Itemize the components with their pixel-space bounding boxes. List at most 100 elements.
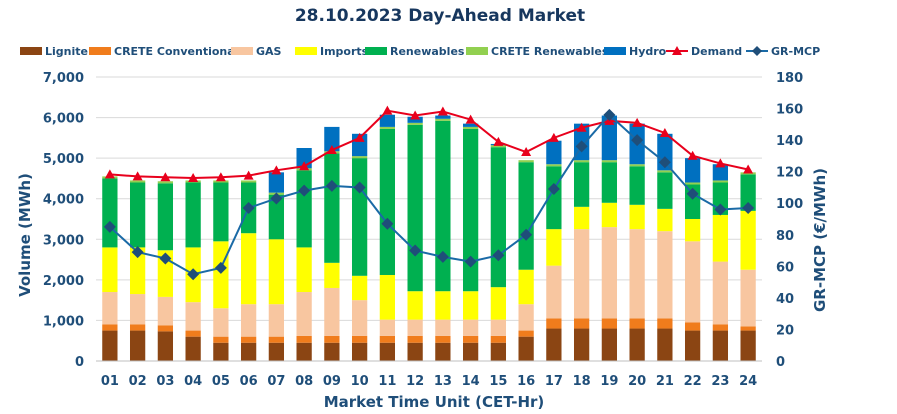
bar-segment [573,160,590,163]
bar-segment [712,214,729,262]
bar-segment [407,124,423,292]
demand-point [632,117,643,127]
bar-segment [157,331,174,361]
bar-segment [268,304,285,337]
mcp-point [214,261,227,274]
bar-segment [379,319,396,336]
bar-segment [629,164,645,167]
y2-tick-label: 0 [776,355,785,370]
mcp-point [714,203,727,216]
legend-label: Renewables [390,45,465,58]
x-tick-label: 22 [684,374,702,389]
demand-point [299,161,310,171]
x-tick-label: 03 [156,374,174,389]
bar-segment [240,233,257,305]
y2-tick-label: 80 [776,229,794,244]
bar-segment [740,174,756,211]
bar-segment [462,319,479,336]
bar-segment [213,241,229,309]
bar-segment [407,342,423,361]
bar-segment [185,302,201,331]
x-tick-label: 15 [489,374,507,389]
axes: 01,0002,0003,0004,0005,0006,0007,0000204… [43,71,803,389]
bar-segment [712,261,729,325]
bar-segment [629,204,645,230]
bar-segment [351,158,368,276]
bar-segment [573,328,590,361]
bar-segment [213,342,229,361]
bar-segment [712,324,729,331]
y-tick-label: 4,000 [43,193,84,208]
bar-segment [240,304,257,337]
mcp-point [464,255,477,268]
bar-segment [601,318,618,329]
bar-segment [573,162,590,207]
bar-segment [185,330,201,337]
bar-segment [740,269,756,327]
bar-segment [379,126,396,129]
y2-tick-label: 160 [776,103,803,118]
mcp-point [103,220,116,233]
mcp-point [686,187,699,200]
bar-segment [712,180,729,183]
demand-point [410,110,421,120]
bar-segment [712,164,729,181]
bar-segment [657,231,673,319]
bar-segment [601,115,618,161]
bar-segment [462,291,479,320]
bar-segment [351,300,368,336]
bar-segment [240,342,257,361]
bar-segment [407,116,423,123]
bar-segment [601,160,618,163]
bar-segment [268,239,285,305]
gridlines [96,76,762,321]
demand-point [548,132,559,142]
demand-point [715,158,726,168]
bar-segment [102,330,118,361]
legend-label: Hydro [629,45,667,58]
bar-segment [296,247,312,293]
bar-segment [546,140,562,165]
y2-tick-label: 40 [776,292,794,307]
x-tick-label: 18 [573,374,591,389]
x-tick-label: 11 [378,374,396,389]
bar-segment [518,304,534,331]
bar-segment [740,330,756,361]
bar-segment [684,241,701,323]
bar-segment [296,170,312,248]
bar-segment [102,292,118,325]
bar-segment [213,180,229,183]
bar-segment [657,170,673,173]
bar-segment [490,342,507,361]
demand-point [382,105,393,115]
bar-segment [268,194,285,240]
bar-segment [379,274,396,320]
bar-segment [740,210,756,270]
bar-segment [407,319,423,336]
legend-swatch [604,47,626,55]
demand-point [743,164,754,174]
bar-segment [684,182,701,185]
bar-segment [684,158,701,183]
series-line [109,109,749,180]
mcp-point [742,201,755,214]
bar-segment [129,247,146,295]
bar-segment [546,265,562,319]
legend-label: Demand [691,45,742,58]
bar-segment [351,335,368,343]
legend-label: GAS [256,45,282,58]
bar-segment [629,318,645,329]
bar-segment [407,335,423,343]
y2-tick-label: 120 [776,166,803,181]
legend-label: Imports [320,45,369,58]
x-tick-label: 10 [351,374,369,389]
mcp-point [298,184,311,197]
bar-segment [684,330,701,361]
bar-segment [629,166,645,205]
bar-segment [629,229,645,319]
legend-swatch [466,47,488,55]
bar-segment [129,180,146,183]
y-axis-title: Volume (MWh) [16,173,34,297]
bar-segment [712,330,729,361]
bar-segment [518,160,534,163]
